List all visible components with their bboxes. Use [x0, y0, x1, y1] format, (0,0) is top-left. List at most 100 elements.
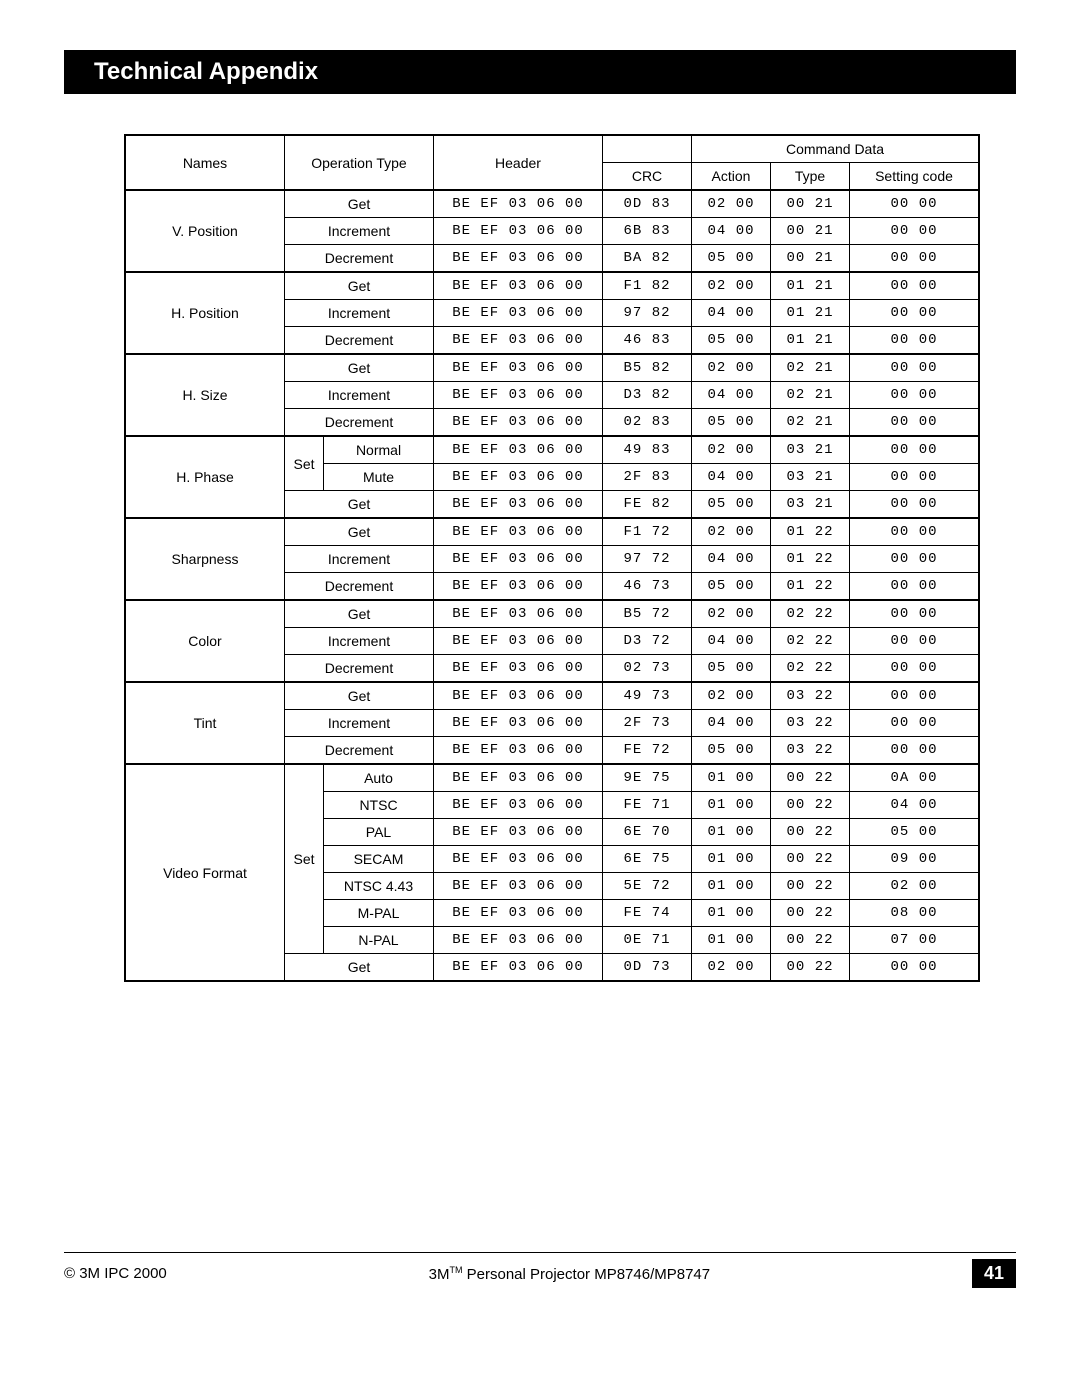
cell-crc: 2F 83: [603, 464, 692, 491]
row-name: H. Position: [125, 272, 285, 354]
cell-action: 04 00: [692, 628, 771, 655]
op-label: N-PAL: [324, 927, 434, 954]
cell-action: 04 00: [692, 300, 771, 327]
cell-setting: 02 00: [850, 873, 980, 900]
cell-setting: 09 00: [850, 846, 980, 873]
op-label: Increment: [285, 382, 434, 409]
cell-header: BE EF 03 06 00: [434, 354, 603, 382]
cell-type: 02 22: [771, 600, 850, 628]
cell-setting: 00 00: [850, 218, 980, 245]
op-label: Increment: [285, 546, 434, 573]
cell-setting: 0A 00: [850, 764, 980, 792]
cell-crc: 0E 71: [603, 927, 692, 954]
op-label: Increment: [285, 628, 434, 655]
row-name: Video Format: [125, 764, 285, 981]
op-label: Decrement: [285, 737, 434, 765]
op-label: Increment: [285, 218, 434, 245]
row-name: V. Position: [125, 190, 285, 272]
cell-crc: 46 83: [603, 327, 692, 355]
cell-crc: F1 72: [603, 518, 692, 546]
cell-crc: 6E 70: [603, 819, 692, 846]
cell-header: BE EF 03 06 00: [434, 573, 603, 601]
op-label: Get: [285, 600, 434, 628]
op-label: Decrement: [285, 245, 434, 273]
op-label: Get: [285, 190, 434, 218]
command-table: Names Operation Type Header Command Data…: [124, 134, 980, 982]
op-label: Get: [285, 272, 434, 300]
cell-header: BE EF 03 06 00: [434, 764, 603, 792]
row-name: Tint: [125, 682, 285, 764]
cell-header: BE EF 03 06 00: [434, 819, 603, 846]
cell-type: 01 21: [771, 272, 850, 300]
cell-crc: B5 82: [603, 354, 692, 382]
cell-setting: 00 00: [850, 409, 980, 437]
cell-setting: 00 00: [850, 190, 980, 218]
row-name: H. Phase: [125, 436, 285, 518]
cell-type: 03 22: [771, 682, 850, 710]
cell-crc: FE 74: [603, 900, 692, 927]
cell-crc: 97 72: [603, 546, 692, 573]
cell-action: 04 00: [692, 710, 771, 737]
op-set: Set: [285, 764, 324, 954]
op-label: Decrement: [285, 327, 434, 355]
cell-header: BE EF 03 06 00: [434, 792, 603, 819]
op-label: Decrement: [285, 573, 434, 601]
cell-header: BE EF 03 06 00: [434, 245, 603, 273]
cell-type: 00 22: [771, 792, 850, 819]
cell-header: BE EF 03 06 00: [434, 327, 603, 355]
cell-action: 02 00: [692, 272, 771, 300]
cell-crc: FE 71: [603, 792, 692, 819]
op-label: Auto: [324, 764, 434, 792]
cell-header: BE EF 03 06 00: [434, 655, 603, 683]
cell-crc: 02 83: [603, 409, 692, 437]
cell-action: 02 00: [692, 518, 771, 546]
cell-type: 00 22: [771, 819, 850, 846]
cell-setting: 00 00: [850, 327, 980, 355]
cell-crc: F1 82: [603, 272, 692, 300]
cell-setting: 00 00: [850, 300, 980, 327]
cell-header: BE EF 03 06 00: [434, 546, 603, 573]
cell-type: 00 22: [771, 927, 850, 954]
cell-setting: 00 00: [850, 737, 980, 765]
cell-action: 05 00: [692, 737, 771, 765]
op-label: NTSC: [324, 792, 434, 819]
cell-setting: 00 00: [850, 546, 980, 573]
cell-crc: D3 72: [603, 628, 692, 655]
cell-header: BE EF 03 06 00: [434, 873, 603, 900]
cell-action: 01 00: [692, 764, 771, 792]
cell-type: 00 22: [771, 764, 850, 792]
cell-setting: 00 00: [850, 655, 980, 683]
cell-header: BE EF 03 06 00: [434, 491, 603, 519]
cell-crc: 6E 75: [603, 846, 692, 873]
cell-action: 02 00: [692, 436, 771, 464]
cell-type: 00 21: [771, 245, 850, 273]
op-label: Get: [285, 354, 434, 382]
cell-action: 05 00: [692, 327, 771, 355]
cell-setting: 00 00: [850, 628, 980, 655]
cell-action: 02 00: [692, 354, 771, 382]
op-label: Decrement: [285, 409, 434, 437]
cell-setting: 00 00: [850, 272, 980, 300]
cell-crc: 49 83: [603, 436, 692, 464]
op-label: Get: [285, 491, 434, 519]
cell-type: 01 22: [771, 546, 850, 573]
cell-setting: 00 00: [850, 573, 980, 601]
cell-action: 04 00: [692, 218, 771, 245]
cell-action: 04 00: [692, 546, 771, 573]
cell-type: 02 22: [771, 628, 850, 655]
col-operation: Operation Type: [285, 135, 434, 190]
op-set: Set: [285, 436, 324, 491]
cell-setting: 00 00: [850, 491, 980, 519]
cell-type: 02 22: [771, 655, 850, 683]
cell-crc: 97 82: [603, 300, 692, 327]
cell-crc: 9E 75: [603, 764, 692, 792]
op-label: PAL: [324, 819, 434, 846]
op-label: M-PAL: [324, 900, 434, 927]
cell-header: BE EF 03 06 00: [434, 464, 603, 491]
cell-type: 01 22: [771, 518, 850, 546]
col-action: Action: [692, 163, 771, 191]
cell-crc: 0D 83: [603, 190, 692, 218]
cell-action: 01 00: [692, 846, 771, 873]
cell-header: BE EF 03 06 00: [434, 300, 603, 327]
cell-header: BE EF 03 06 00: [434, 737, 603, 765]
